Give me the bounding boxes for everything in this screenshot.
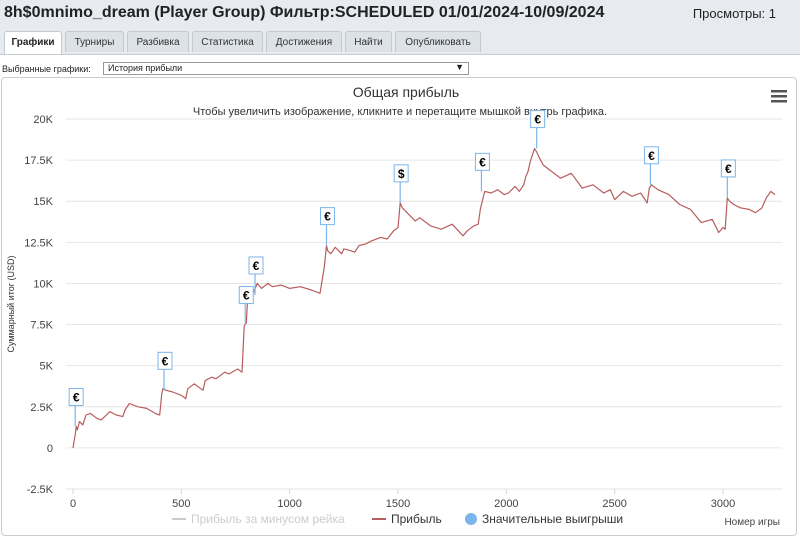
graph-selector-dropdown[interactable]: История прибыли ▼ (103, 62, 469, 75)
big-win-marker-label: $ (398, 167, 405, 181)
big-win-marker-label: € (324, 210, 331, 224)
chart-subtitle: Чтобы увеличить изображение, кликните и … (193, 106, 607, 118)
y-tick-label: 17.5K (24, 155, 53, 167)
big-win-marker[interactable]: € (157, 351, 173, 391)
legend-label-big-wins: Значительные выигрыши (482, 512, 623, 526)
big-win-marker-label: € (648, 149, 655, 163)
legend-item-net-profit[interactable]: Прибыль за минусом рейка (172, 512, 345, 526)
y-tick-label: 0 (47, 443, 53, 455)
tab-tournaments[interactable]: Турниры (65, 31, 124, 52)
big-win-marker-label: € (479, 155, 486, 169)
big-win-marker-label: € (534, 113, 541, 127)
tab-publish[interactable]: Опубликовать (395, 31, 481, 52)
x-tick-label: 2500 (602, 498, 626, 510)
chevron-down-icon: ▼ (455, 62, 464, 72)
big-win-marker[interactable]: € (248, 256, 264, 295)
profit-series-line[interactable] (72, 148, 776, 448)
x-tick-label: 3000 (711, 498, 735, 510)
x-axis-label: Номер игры (724, 517, 780, 528)
big-win-marker[interactable]: € (530, 110, 546, 149)
y-tick-label: 10K (33, 278, 53, 290)
y-tick-label: 7.5K (30, 320, 53, 332)
view-count: Просмотры: 1 (692, 6, 776, 21)
page-title: 8h$0mnimo_dream (Player Group) Фильтр:SC… (4, 4, 605, 21)
x-tick-label: 2000 (494, 498, 518, 510)
big-win-marker[interactable]: € (720, 159, 736, 198)
tab-bar: Графики Турниры Разбивка Статистика Дост… (0, 28, 800, 55)
y-tick-label: 2.5K (30, 402, 53, 414)
y-tick-label: 5K (40, 361, 54, 373)
graph-selector-value: История прибыли (108, 63, 183, 73)
big-win-marker[interactable]: € (320, 207, 335, 246)
big-win-marker-label: € (725, 162, 732, 176)
tab-find[interactable]: Найти (345, 31, 392, 52)
x-tick-label: 0 (70, 498, 76, 510)
big-win-marker-label: € (73, 391, 80, 405)
legend-item-profit[interactable]: Прибыль (372, 512, 442, 526)
big-win-marker[interactable]: € (474, 152, 490, 192)
y-tick-label: 12.5K (24, 237, 53, 249)
x-tick-label: 1000 (277, 498, 301, 510)
y-tick-label: 20K (33, 114, 53, 126)
big-win-marker[interactable]: $ (393, 164, 409, 203)
big-win-marker-label: € (253, 259, 260, 273)
big-win-marker[interactable]: € (643, 146, 659, 185)
tab-graphs[interactable]: Графики (4, 31, 62, 54)
legend-item-big-wins[interactable]: Значительные выигрыши (465, 512, 623, 526)
tab-statistics[interactable]: Статистика (192, 31, 263, 52)
tab-achievements[interactable]: Достижения (266, 31, 342, 52)
y-tick-label: 15K (33, 196, 53, 208)
top-bar: 8h$0mnimo_dream (Player Group) Фильтр:SC… (0, 0, 800, 28)
legend: Прибыль за минусом рейка Прибыль Значите… (172, 512, 623, 526)
x-tick-label: 1500 (386, 498, 410, 510)
chart-container (1, 77, 797, 536)
big-win-marker[interactable]: € (238, 286, 254, 325)
legend-label-net-profit: Прибыль за минусом рейка (191, 512, 345, 526)
big-win-marker-label: € (162, 354, 169, 368)
x-tick-label: 500 (172, 498, 190, 510)
hamburger-menu-icon[interactable] (770, 88, 788, 104)
big-win-marker-label: € (243, 289, 250, 303)
big-win-marker[interactable]: € (68, 388, 84, 427)
chart-title: Общая прибыль (353, 84, 459, 100)
legend-label-profit: Прибыль (391, 512, 442, 526)
graph-selector-label: Выбранные графики: (2, 64, 91, 74)
y-tick-label: -2.5K (27, 484, 54, 496)
y-axis-label: Суммарный итог (USD) (6, 255, 16, 352)
tab-breakdown[interactable]: Разбивка (127, 31, 189, 52)
